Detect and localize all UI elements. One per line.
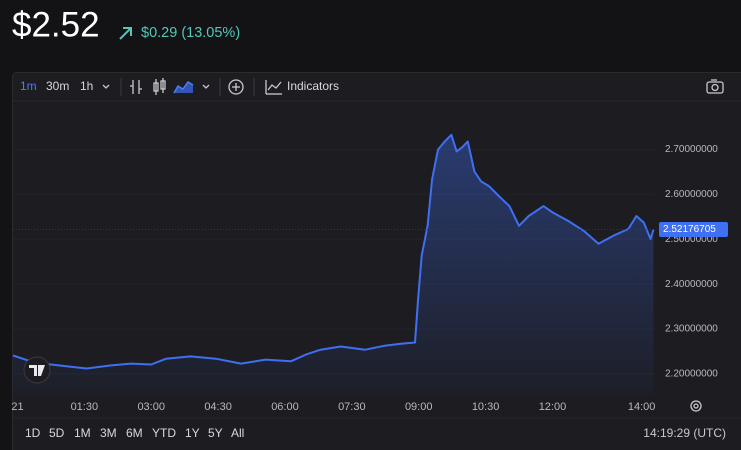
tv-logo xyxy=(23,356,51,384)
y-tick-label: 2.70000000 xyxy=(665,144,718,155)
y-tick-label: 2.40000000 xyxy=(665,279,718,290)
range-button[interactable]: 5Y xyxy=(208,426,223,440)
y-tick-label: 2.60000000 xyxy=(665,189,718,200)
x-tick-label: 10:30 xyxy=(472,401,500,413)
range-button[interactable]: 5D xyxy=(49,426,65,440)
compare-icon[interactable] xyxy=(228,79,244,95)
x-tick-label: 07:30 xyxy=(338,401,366,413)
x-tick-label: 03:00 xyxy=(137,401,165,413)
range-button[interactable]: 6M xyxy=(126,426,143,440)
plot: 2.20000000 2.30000000 2.40000000 2.50000000… xyxy=(11,133,728,413)
area-icon[interactable] xyxy=(173,81,194,94)
y-tick-label: 2.30000000 xyxy=(665,324,718,335)
footer: 14:19:29 (UTC) 1D 5D 1M 3M 6M YTD 1Y 5Y All xyxy=(25,426,726,440)
interval-button[interactable]: 1h xyxy=(80,79,93,93)
x-tick-label: 21 xyxy=(11,401,23,413)
last-price-label: 2.52176705 xyxy=(663,224,716,235)
x-tick-label: 04:30 xyxy=(204,401,232,413)
price: $2.52 xyxy=(12,5,100,44)
area-fill xyxy=(13,134,654,396)
indicators-icon[interactable] xyxy=(265,80,282,95)
price-line xyxy=(12,133,655,370)
x-tick-label: 01:30 xyxy=(71,401,99,413)
y-tick-label: 2.50000000 xyxy=(665,234,718,245)
bars-icon[interactable] xyxy=(130,80,142,94)
x-tick-label: 12:00 xyxy=(539,401,567,413)
range-button[interactable]: 3M xyxy=(100,426,117,440)
range-button[interactable]: 1D xyxy=(25,426,41,440)
x-tick-label: 06:00 xyxy=(271,401,299,413)
settings-icon[interactable] xyxy=(690,400,702,412)
time: 14:19:29 (UTC) xyxy=(643,426,726,440)
indicators-button[interactable]: Indicators xyxy=(287,79,339,93)
up-arrow xyxy=(119,27,132,40)
interval-button[interactable]: 1m xyxy=(20,79,37,93)
type-dropdown[interactable] xyxy=(202,84,210,89)
y-tick-label: 2.20000000 xyxy=(665,369,718,380)
range-button[interactable]: YTD xyxy=(152,426,176,440)
x-tick-label: 14:00 xyxy=(628,401,656,413)
price-change: $0.29 (13.05%) xyxy=(141,25,240,41)
x-tick-label: 09:00 xyxy=(405,401,433,413)
range-button[interactable]: All xyxy=(231,426,244,440)
candles-icon[interactable] xyxy=(153,78,166,95)
camera-icon[interactable] xyxy=(706,79,724,94)
interval-button[interactable]: 30m xyxy=(46,79,69,93)
last-price-badge xyxy=(659,222,728,238)
range-button[interactable]: 1M xyxy=(74,426,91,440)
toolbar: 1m 30m 1h Indicators xyxy=(20,78,724,96)
interval-dropdown[interactable] xyxy=(102,84,110,89)
range-button[interactable]: 1Y xyxy=(185,426,200,440)
